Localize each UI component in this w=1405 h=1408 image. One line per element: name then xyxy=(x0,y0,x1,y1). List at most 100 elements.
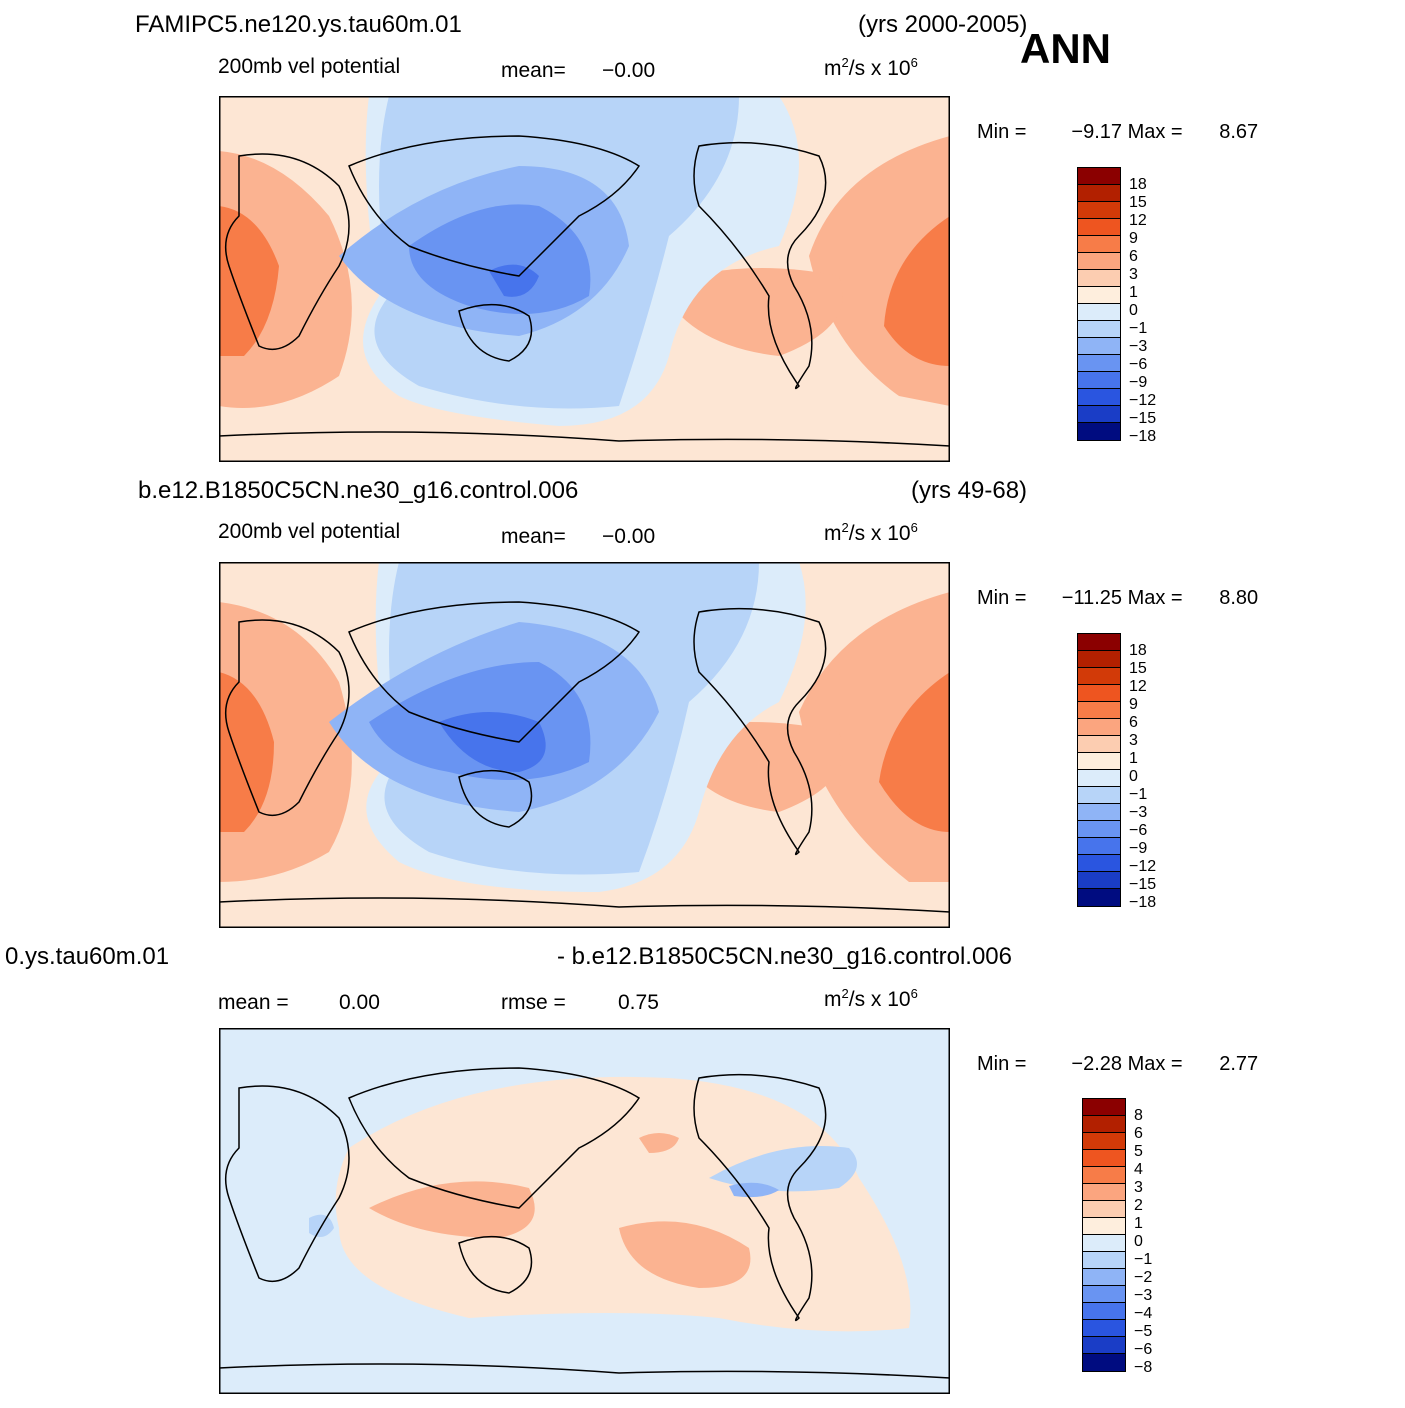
colorbar-level-label: −15 xyxy=(1129,876,1157,893)
colorbar-swatch xyxy=(1078,253,1120,270)
colorbar-swatch xyxy=(1083,1269,1125,1286)
colorbar-level-label: 4 xyxy=(1134,1161,1143,1178)
colorbar-swatch xyxy=(1078,236,1120,253)
colorbar-swatch xyxy=(1078,287,1120,304)
colorbar-level-label: −15 xyxy=(1129,410,1157,427)
colorbar-swatch xyxy=(1083,1354,1125,1371)
colorbar-swatch xyxy=(1083,1099,1125,1116)
colorbar-level-label: 6 xyxy=(1129,248,1138,265)
colorbar-level-label: 1 xyxy=(1129,750,1138,767)
colorbar-level-label: −1 xyxy=(1129,786,1148,803)
colorbar-level-label: 6 xyxy=(1129,714,1138,731)
colorbar-swatch xyxy=(1078,372,1120,389)
panel2-minmax: Min = −11.25 Max = 8.80 xyxy=(977,587,1259,609)
colorbar-level-label: −1 xyxy=(1129,320,1148,337)
colorbar-swatch xyxy=(1078,668,1120,685)
colorbar-swatch xyxy=(1078,872,1120,889)
colorbar-swatch xyxy=(1078,406,1120,423)
colorbar-swatch xyxy=(1078,838,1120,855)
colorbar-level-label: 1 xyxy=(1134,1215,1143,1232)
panel1-mean-label: mean= xyxy=(501,59,566,82)
colorbar-level-label: −12 xyxy=(1129,392,1157,409)
panel3-minmax: Min = −2.28 Max = 2.77 xyxy=(977,1053,1259,1075)
colorbar-level-label: −9 xyxy=(1129,840,1148,857)
colorbar-swatch xyxy=(1083,1303,1125,1320)
panel3-mean-value: 0.00 xyxy=(339,991,380,1014)
colorbar-swatch xyxy=(1078,219,1120,236)
colorbar-swatch xyxy=(1083,1286,1125,1303)
colorbar-level-label: −2 xyxy=(1134,1269,1153,1286)
panel1-units: m2/s x 106 xyxy=(824,55,918,80)
panel1-variable: 200mb vel potential xyxy=(218,55,401,78)
panel1-years: (yrs 2000-2005) xyxy=(858,11,1028,38)
colorbar-level-label: 0 xyxy=(1129,768,1138,785)
colorbar-level-label: 18 xyxy=(1129,642,1147,659)
colorbar-swatch xyxy=(1083,1218,1125,1235)
colorbar-swatch xyxy=(1078,304,1120,321)
colorbar-level-label: −9 xyxy=(1129,374,1148,391)
colorbar-swatch xyxy=(1078,770,1120,787)
colorbar-swatch xyxy=(1083,1116,1125,1133)
colorbar-level-label: 15 xyxy=(1129,660,1147,677)
colorbar-swatch xyxy=(1078,168,1120,185)
colorbar-level-label: 8 xyxy=(1134,1107,1143,1124)
panel2-units: m2/s x 106 xyxy=(824,520,918,545)
colorbar-level-label: 15 xyxy=(1129,194,1147,211)
colorbar-swatch xyxy=(1078,185,1120,202)
colorbar-level-label: −3 xyxy=(1134,1287,1153,1304)
panel2-variable: 200mb vel potential xyxy=(218,520,401,543)
colorbar-swatch xyxy=(1078,423,1120,440)
colorbar-swatch xyxy=(1078,804,1120,821)
colorbar-swatch xyxy=(1078,202,1120,219)
colorbar-swatch xyxy=(1083,1320,1125,1337)
panel2-case-name: b.e12.B1850C5CN.ne30_g16.control.006 xyxy=(138,477,579,504)
colorbar-swatch xyxy=(1078,338,1120,355)
colorbar-swatch xyxy=(1083,1252,1125,1269)
colorbar-swatch xyxy=(1078,685,1120,702)
colorbar-swatch xyxy=(1083,1235,1125,1252)
colorbar-swatch xyxy=(1078,702,1120,719)
colorbar-level-label: −3 xyxy=(1129,804,1148,821)
colorbar-level-label: −12 xyxy=(1129,858,1157,875)
panel3-rmse-label: rmse = xyxy=(501,991,566,1014)
colorbar-level-label: −8 xyxy=(1134,1359,1153,1376)
panel1-mean-value: −0.00 xyxy=(602,59,656,82)
colorbar-swatch xyxy=(1078,355,1120,372)
colorbar-level-label: 9 xyxy=(1129,230,1138,247)
colorbar-swatch xyxy=(1083,1150,1125,1167)
colorbar-swatch xyxy=(1078,270,1120,287)
panel1-case-name: FAMIPC5.ne120.ys.tau60m.01 xyxy=(135,11,462,38)
colorbar-level-label: 2 xyxy=(1134,1197,1143,1214)
colorbar-swatch xyxy=(1083,1201,1125,1218)
panel2-mean-label: mean= xyxy=(501,525,566,548)
colorbar-level-label: 0 xyxy=(1129,302,1138,319)
season-label: ANN xyxy=(1020,25,1111,72)
panel3-case-left: 0.ys.tau60m.01 xyxy=(5,943,170,970)
panel1-map xyxy=(219,96,950,462)
colorbar-swatch xyxy=(1078,736,1120,753)
colorbar-level-label: 0 xyxy=(1134,1233,1143,1250)
colorbar-swatch xyxy=(1078,321,1120,338)
colorbar-level-label: −3 xyxy=(1129,338,1148,355)
panel3-mean-label: mean = xyxy=(218,991,289,1014)
panel3-units: m2/s x 106 xyxy=(824,986,918,1011)
panel3-rmse-value: 0.75 xyxy=(618,991,659,1014)
colorbar-level-label: −6 xyxy=(1129,822,1148,839)
colorbar-swatch xyxy=(1078,889,1120,906)
colorbar-level-label: 12 xyxy=(1129,678,1147,695)
colorbar-swatch xyxy=(1083,1184,1125,1201)
colorbar-level-label: 6 xyxy=(1134,1125,1143,1142)
colorbar-swatch xyxy=(1083,1167,1125,1184)
colorbar-level-label: −5 xyxy=(1134,1323,1153,1340)
panel2-map xyxy=(219,562,950,928)
colorbar-level-label: 12 xyxy=(1129,212,1147,229)
colorbar-swatch xyxy=(1078,719,1120,736)
colorbar-level-label: −4 xyxy=(1134,1305,1153,1322)
colorbar-swatches xyxy=(1082,1098,1126,1372)
panel3-map xyxy=(219,1028,950,1394)
colorbar-level-label: 3 xyxy=(1129,266,1138,283)
panel1-minmax: Min = −9.17 Max = 8.67 xyxy=(977,121,1259,143)
colorbar-level-label: −18 xyxy=(1129,894,1157,911)
panel3-case-right: - b.e12.B1850C5CN.ne30_g16.control.006 xyxy=(557,943,1012,970)
colorbar-swatch xyxy=(1078,651,1120,668)
